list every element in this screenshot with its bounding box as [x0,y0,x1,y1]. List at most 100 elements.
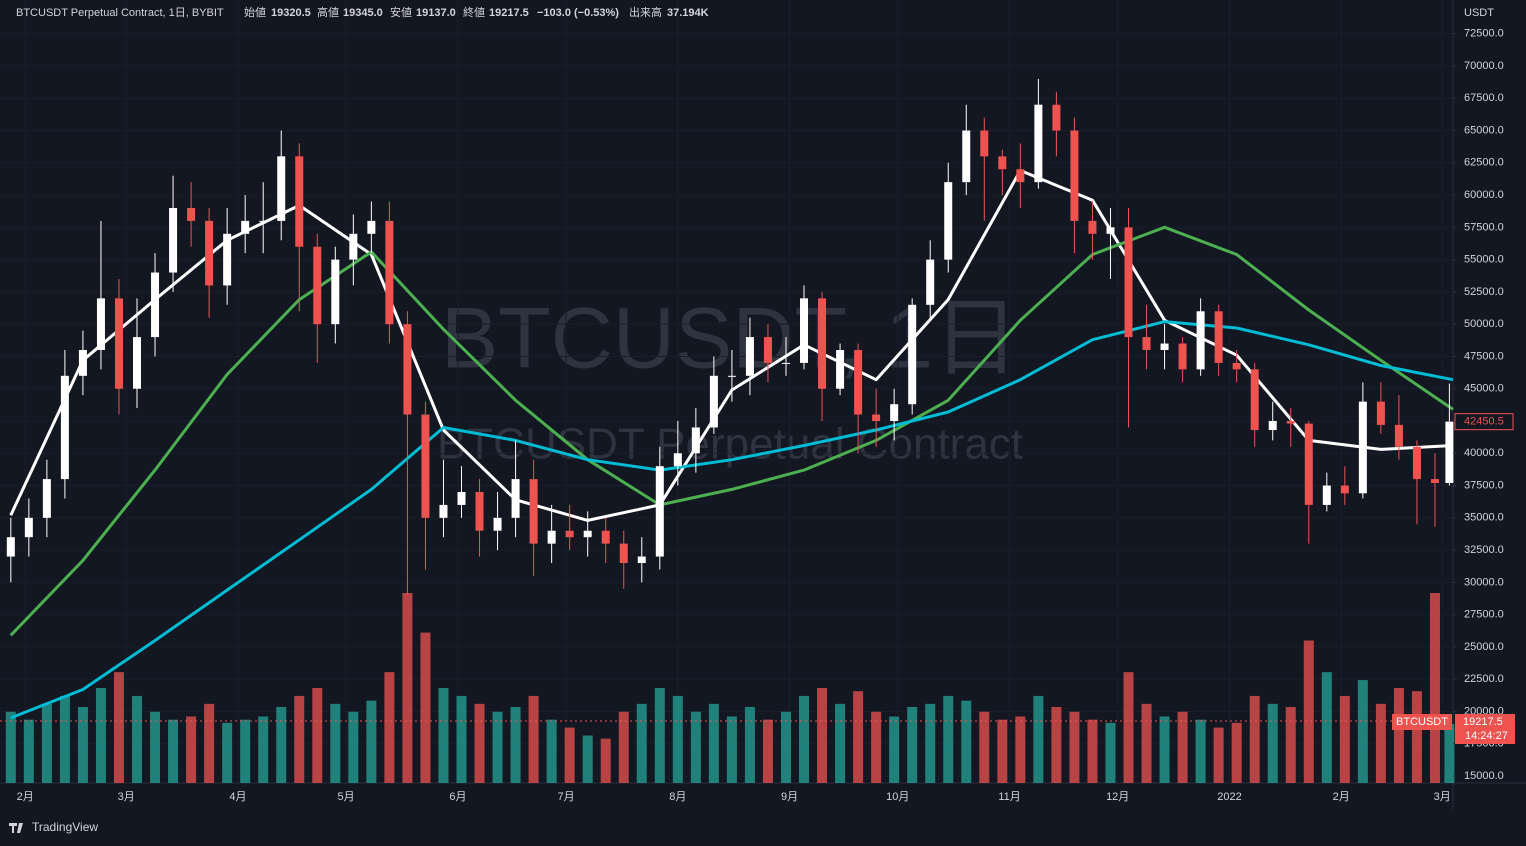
candle-body [1286,420,1295,424]
volume-bar [438,688,449,783]
volume-bar [961,700,972,783]
candle-body [277,156,286,221]
y-tick-label: 72500.0 [1464,28,1504,40]
candle-body [169,207,178,273]
candle-body [1340,485,1349,494]
candle-body [962,130,971,183]
volume-bar [168,719,179,783]
candle-body [944,182,953,260]
volume-bar [708,703,719,783]
volume-bar [1141,703,1152,783]
candle-body [1178,343,1187,370]
last-price-label: 42450.5 [1464,416,1504,428]
volume-bar [1123,672,1134,783]
volume-bar [1015,716,1026,783]
volume-bar [853,691,864,783]
volume-bar [690,711,701,783]
header-label: 始値 [244,5,266,19]
candle-body [457,492,466,505]
x-tick-label: 7月 [557,791,574,803]
candle-body [673,453,682,467]
candle-body [727,375,736,377]
volume-bar [1285,707,1296,783]
header-value: 19345.0 [343,7,383,19]
candle-body [6,537,15,557]
candle-body [583,530,592,538]
header-label: 高値 [317,5,339,19]
x-tick-label: 4月 [229,791,246,803]
candle-body [385,220,394,325]
candle-body [24,517,33,538]
header-change: −103.0 (−0.53%) [537,7,619,19]
volume-bar [95,688,106,783]
volume-bar [780,711,791,783]
volume-bar [835,703,846,783]
volume-bar [546,719,557,783]
y-tick-label: 15000.0 [1464,770,1504,782]
candle-body [511,479,520,518]
candle-body [1142,337,1151,350]
volume-bar [1213,727,1224,783]
volume-bar [762,719,773,783]
volume [5,593,1455,783]
y-tick-label: 50000.0 [1464,318,1504,330]
candle-body [637,556,646,564]
candle-body [1196,311,1205,370]
candle-body [601,530,610,544]
volume-bar [276,707,287,783]
candle-body [1250,369,1259,431]
header-value: 19320.5 [271,7,311,19]
volume-bar [384,672,395,783]
candle-body [1304,423,1313,505]
volume-bar [979,711,990,783]
volume-bar [330,703,341,783]
volume-bar [1033,695,1044,783]
candle-body [1430,479,1439,483]
candle-body [475,492,484,531]
volume-bar [889,716,900,783]
volume-bar [1069,711,1080,783]
header-value: 37.194K [667,7,709,19]
candle-body [781,362,790,364]
volume-bar [366,700,377,783]
moving-average [10,320,1454,720]
y-tick-label: 55000.0 [1464,254,1504,266]
y-tick-label: 70000.0 [1464,60,1504,72]
candle-body [745,337,754,376]
volume-bar [528,695,539,783]
volume-bar [402,593,413,783]
y-tick-label: 25000.0 [1464,641,1504,653]
volume-bar [1444,724,1455,783]
volume-tag-value: 19217.5 [1463,716,1503,728]
y-tick-label: 27500.0 [1464,609,1504,621]
header-label: 出来高 [629,5,662,19]
candle-body [241,220,250,234]
x-tick-label: 3月 [118,791,135,803]
candle-body [1070,130,1079,221]
volume-bar [150,711,161,783]
y-tick-label: 37500.0 [1464,479,1504,491]
volume-bar [1267,703,1278,783]
volume-bar [1339,695,1350,783]
candle-body [1124,227,1133,338]
volume-bar [1303,640,1314,783]
volume-bar [871,711,882,783]
candle-body [1016,169,1025,183]
candle-body [926,259,935,305]
candle-body [60,375,69,480]
volume-bar [1321,672,1332,783]
candle-body [565,530,574,538]
y-tick-label: 47500.0 [1464,350,1504,362]
x-tick-label: 6月 [449,791,466,803]
candle-body [1214,311,1223,363]
x-tick-label: 12月 [1106,791,1129,803]
candle-body [42,479,51,518]
volume-bar [348,711,359,783]
volume-bar [636,703,647,783]
volume-bar [1393,688,1404,783]
candle-body [1088,220,1097,234]
candle-body [223,233,232,286]
y-tick-label: 45000.0 [1464,383,1504,395]
candle-body [439,504,448,518]
